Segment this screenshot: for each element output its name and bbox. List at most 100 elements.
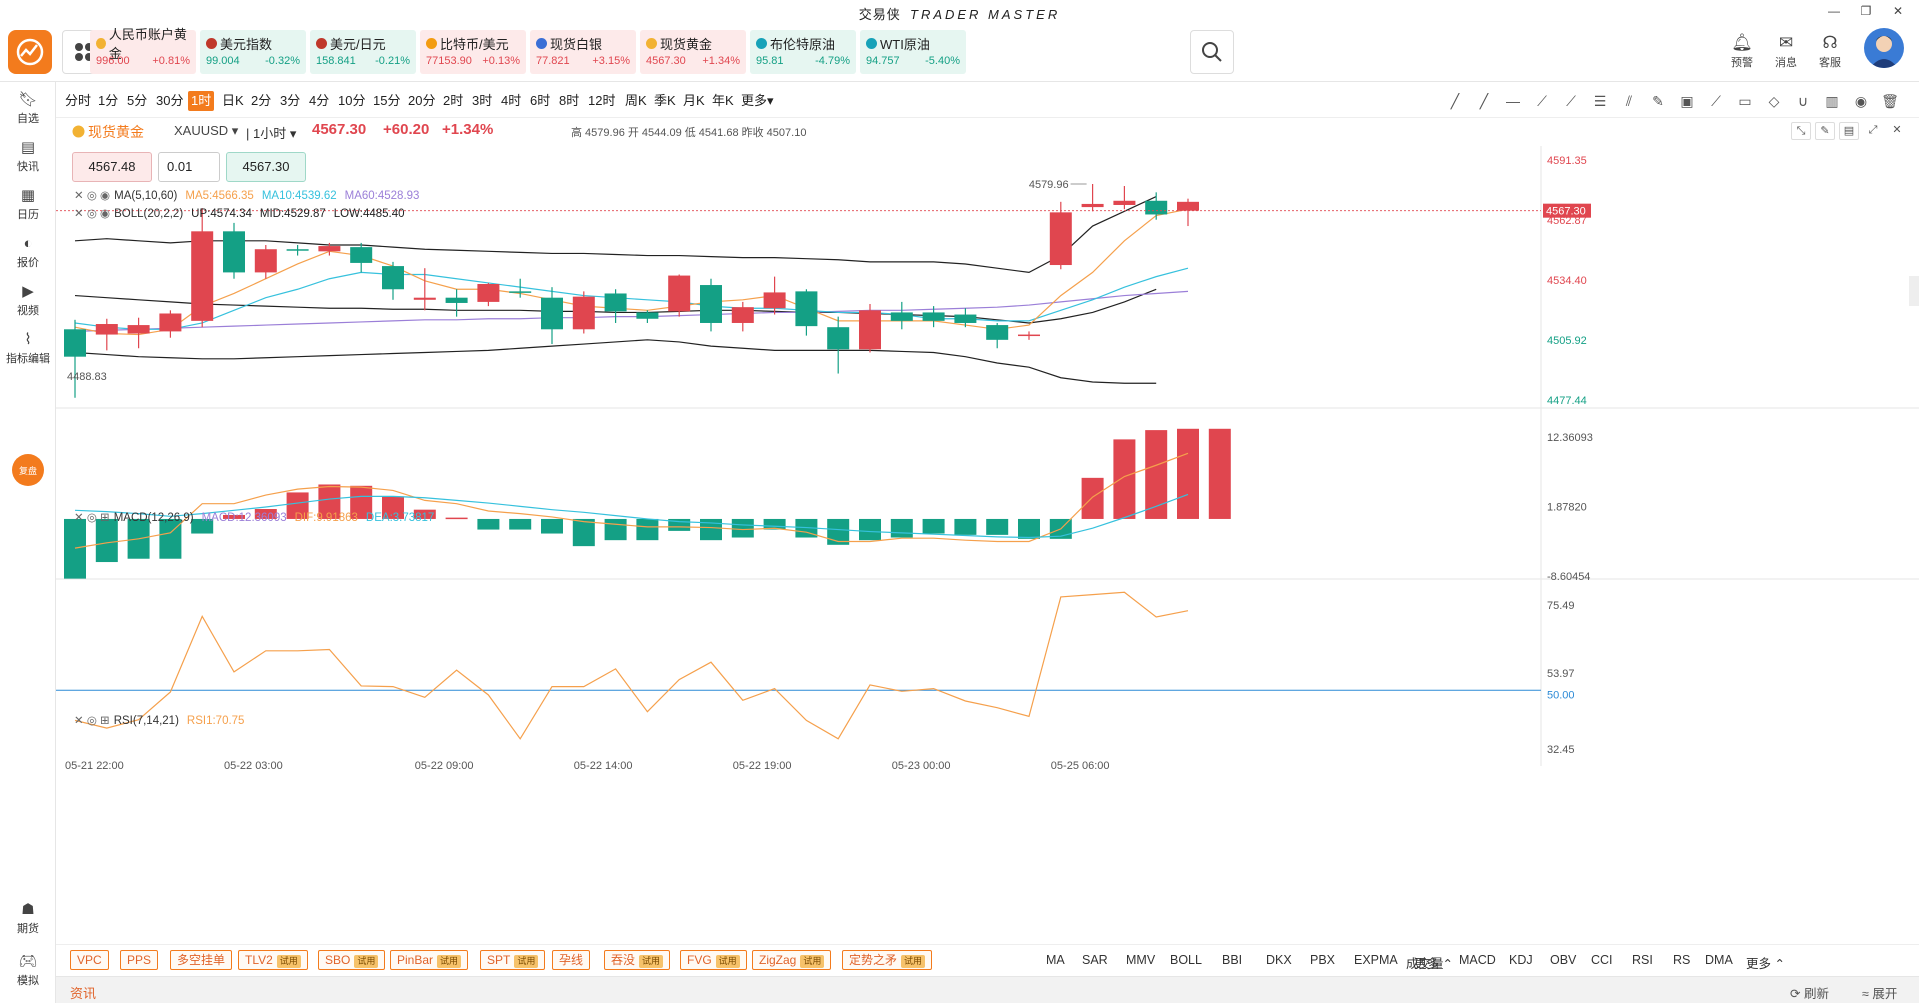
main-indicator[interactable]: EXPMA (1354, 953, 1398, 967)
sub-indicator[interactable]: MACD (1459, 953, 1496, 967)
candle-body[interactable] (636, 312, 659, 319)
timeframe-10[interactable]: 15分 (373, 93, 401, 108)
macd-bar[interactable] (668, 518, 691, 531)
sidebar-item-calendar[interactable]: ▦ 日历 (0, 186, 56, 222)
minimize-icon[interactable]: — (1828, 4, 1840, 18)
timeframe-20[interactable]: 月K (683, 93, 705, 108)
candle-body[interactable] (350, 247, 373, 263)
indicator-pill[interactable]: ZigZag 试用 (752, 950, 832, 970)
timeframe-4[interactable]: 1时 (188, 91, 215, 111)
indicator-pill[interactable]: 孕线 (552, 950, 591, 970)
macd-bar[interactable] (318, 484, 341, 519)
timeframe-7[interactable]: 3分 (280, 93, 301, 108)
trash-icon[interactable]: 🗑︎ (1881, 93, 1899, 109)
main-indicator[interactable]: MMV (1126, 953, 1156, 967)
fib-icon[interactable]: ☰ (1593, 93, 1607, 109)
main-indicator[interactable]: 更多 ⌃ (1414, 957, 1453, 971)
macd-bar[interactable] (986, 518, 1009, 535)
eraser-icon[interactable]: ◇ (1768, 93, 1780, 109)
candle-body[interactable] (159, 313, 182, 332)
close-chart-icon[interactable]: ✕ (1892, 124, 1902, 136)
candle-body[interactable] (1145, 200, 1168, 215)
edit-icon[interactable]: ✎ (1815, 122, 1835, 140)
candle-body[interactable] (477, 283, 500, 302)
macd-bar[interactable] (1145, 430, 1168, 519)
main-indicator[interactable]: BOLL (1170, 953, 1202, 967)
restore-icon[interactable]: ❐ (1860, 4, 1872, 18)
macd-bar[interactable] (890, 518, 913, 538)
indicator-pill[interactable]: 定势之矛 试用 (842, 950, 933, 970)
macd-legend-close-icon[interactable]: ✕ ◎ ⊞ (74, 512, 110, 524)
candle-body[interactable] (541, 297, 563, 330)
sub-indicator[interactable]: CCI (1591, 953, 1613, 967)
ticker-card[interactable]: 美元指数 99.004 -0.32% (200, 30, 306, 74)
image-icon[interactable]: ▣ (1680, 93, 1694, 109)
ticker-card[interactable]: 现货白银 77.821 +3.15% (530, 30, 636, 74)
candle-body[interactable] (509, 291, 532, 293)
sidebar-item-simulation[interactable]: 🎮︎ 模拟 (0, 952, 56, 988)
timeframe-9[interactable]: 10分 (338, 93, 366, 108)
timeframe-21[interactable]: 年K (712, 93, 734, 108)
macd-bar[interactable] (477, 518, 500, 530)
sidebar-item-quotes[interactable]: ◐ 报价 (0, 234, 56, 270)
indicator-pill[interactable]: PPS (120, 950, 159, 970)
candle-body[interactable] (95, 324, 118, 335)
macd-bar[interactable] (1113, 439, 1136, 519)
candle-body[interactable] (859, 310, 881, 350)
candle-body[interactable] (1177, 201, 1199, 211)
macd-bar[interactable] (350, 485, 373, 519)
macd-bar[interactable] (700, 518, 722, 541)
brush-icon[interactable]: ✎ (1652, 93, 1664, 109)
main-indicator[interactable]: BBI (1222, 953, 1243, 967)
timeframe-18[interactable]: 周K (625, 93, 647, 108)
macd-bar[interactable] (95, 518, 118, 563)
candle-body[interactable] (445, 297, 468, 303)
macd-bar[interactable] (922, 518, 945, 534)
sub-indicator[interactable]: OBV (1550, 953, 1577, 967)
indicator-pill[interactable]: VPC (70, 950, 109, 970)
search-icon[interactable] (1190, 30, 1234, 74)
news-label[interactable]: 资讯 (70, 986, 97, 1001)
macd-bar[interactable] (1018, 518, 1040, 539)
macd-bar[interactable] (445, 517, 468, 520)
panel-toggle-handle[interactable] (1909, 276, 1919, 306)
candle-body[interactable] (382, 266, 404, 290)
fullscreen-icon[interactable]: ⤢ (1868, 124, 1878, 136)
timeframe-19[interactable]: 季K (654, 93, 676, 108)
expand-button[interactable]: ≈ 展开 (1862, 987, 1898, 1001)
macd-bar[interactable] (159, 518, 182, 559)
macd-bar[interactable] (1208, 428, 1231, 519)
macd-bar[interactable] (795, 518, 818, 538)
candle-body[interactable] (604, 293, 627, 312)
candle-body[interactable] (413, 297, 436, 300)
candle-body[interactable] (254, 249, 277, 273)
candle-body[interactable] (64, 329, 86, 357)
parallel-line-icon[interactable]: ⟋ (1537, 93, 1547, 109)
indicator-pill[interactable]: 吞没 试用 (604, 950, 671, 970)
sub-indicator[interactable]: RSI (1632, 953, 1653, 967)
eye-icon[interactable]: ◉ (1854, 93, 1868, 109)
layout-icon[interactable]: ⤡ (1791, 122, 1811, 140)
macd-bar[interactable] (604, 518, 627, 541)
macd-bar[interactable] (954, 518, 977, 535)
candle-body[interactable] (1081, 203, 1104, 208)
ticker-card[interactable]: 现货黄金 4567.30 +1.34% (640, 30, 746, 74)
timeframe-8[interactable]: 4分 (309, 93, 330, 108)
sidebar-item-indicator-edit[interactable]: ⌇ 指标编辑 (0, 330, 56, 366)
service-button[interactable]: ☊ 客服 (1810, 32, 1850, 70)
sidebar-item-futures[interactable]: ☗ 期货 (0, 900, 56, 936)
timeframe-14[interactable]: 4时 (501, 93, 522, 108)
candle-body[interactable] (827, 327, 850, 350)
macd-bar[interactable] (763, 518, 786, 530)
ticker-card[interactable]: 美元/日元 158.841 -0.21% (310, 30, 416, 74)
buy-price-button[interactable]: 4567.30 (226, 152, 306, 182)
macd-bar[interactable] (64, 518, 86, 579)
candle-body[interactable] (986, 325, 1009, 340)
macd-bar[interactable] (254, 509, 277, 519)
symbol-timeframe[interactable]: | 1小时 ▾ (246, 126, 297, 141)
timeframe-16[interactable]: 8时 (559, 93, 580, 108)
macd-bar[interactable] (636, 518, 659, 541)
lot-size-input[interactable]: 0.01 (158, 152, 220, 182)
ticker-card[interactable]: WTI原油 94.757 -5.40% (860, 30, 966, 74)
symbol-code[interactable]: XAUUSD ▾ (174, 123, 239, 138)
